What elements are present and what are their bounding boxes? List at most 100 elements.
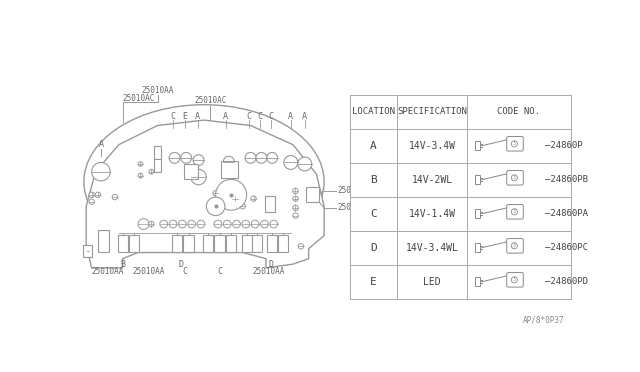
Text: A: A [302, 112, 307, 121]
Circle shape [252, 220, 259, 228]
FancyBboxPatch shape [507, 205, 524, 219]
Text: E: E [370, 277, 377, 287]
Bar [118, 235, 127, 252]
Bar [241, 235, 252, 252]
Bar [467, 163, 571, 197]
Circle shape [213, 190, 218, 196]
Circle shape [256, 153, 267, 163]
Bar [154, 146, 161, 158]
Circle shape [292, 213, 298, 218]
Bar [84, 233, 328, 279]
Bar [154, 159, 161, 172]
Text: 3: 3 [513, 243, 516, 248]
Bar [475, 243, 481, 252]
Ellipse shape [84, 105, 324, 259]
Text: LOCATION: LOCATION [352, 107, 395, 116]
Bar [397, 265, 467, 299]
Circle shape [138, 173, 143, 178]
Text: A: A [99, 140, 104, 149]
FancyBboxPatch shape [507, 170, 524, 185]
Text: 14V-1.4W: 14V-1.4W [408, 209, 456, 219]
Circle shape [89, 199, 94, 205]
Circle shape [206, 197, 225, 216]
FancyBboxPatch shape [507, 238, 524, 253]
Circle shape [112, 195, 118, 200]
Bar [349, 265, 397, 299]
Circle shape [245, 153, 256, 163]
Text: C: C [182, 267, 187, 276]
Bar [349, 197, 397, 231]
Text: D: D [370, 243, 377, 253]
Bar [278, 235, 288, 252]
Circle shape [169, 153, 180, 163]
Circle shape [298, 157, 312, 171]
Bar [129, 235, 140, 252]
Bar [265, 196, 275, 212]
Circle shape [179, 220, 186, 228]
Text: 25010AA: 25010AA [92, 267, 124, 276]
Circle shape [284, 155, 298, 169]
Bar [467, 231, 571, 265]
Circle shape [138, 162, 143, 166]
Text: 3: 3 [513, 209, 516, 214]
Circle shape [292, 188, 298, 194]
Circle shape [267, 153, 278, 163]
Bar [184, 235, 193, 252]
Text: 25010AA: 25010AA [337, 203, 370, 212]
Circle shape [223, 156, 234, 167]
FancyBboxPatch shape [507, 137, 524, 151]
Circle shape [89, 192, 94, 198]
Bar [203, 235, 213, 252]
Text: C: C [257, 112, 262, 121]
Circle shape [511, 277, 517, 283]
Bar [467, 129, 571, 163]
Circle shape [298, 244, 303, 249]
Text: –24860PB: –24860PB [545, 175, 588, 184]
Circle shape [251, 196, 256, 201]
Text: C: C [370, 209, 377, 219]
Circle shape [169, 220, 177, 228]
Bar [397, 129, 467, 163]
Text: A: A [370, 141, 377, 151]
Circle shape [148, 221, 154, 227]
Bar [252, 235, 262, 252]
Circle shape [242, 220, 250, 228]
Bar [467, 95, 571, 129]
Text: SPECIFICATION: SPECIFICATION [397, 107, 467, 116]
Text: 14V-3.4WL: 14V-3.4WL [406, 243, 458, 253]
Bar [214, 235, 225, 252]
Text: –24860PD: –24860PD [545, 277, 588, 286]
Bar [184, 164, 198, 179]
Bar [467, 197, 571, 231]
Circle shape [180, 153, 191, 163]
Circle shape [223, 220, 231, 228]
Text: B: B [120, 260, 125, 269]
Bar [349, 163, 397, 197]
Circle shape [260, 220, 268, 228]
Text: 25010AA: 25010AA [132, 267, 165, 276]
Bar [172, 235, 182, 252]
Bar [397, 197, 467, 231]
Circle shape [138, 219, 149, 230]
Bar [226, 235, 236, 252]
Circle shape [240, 203, 246, 209]
Bar [83, 245, 92, 257]
Text: -: - [84, 246, 91, 256]
Text: C: C [246, 112, 252, 121]
Bar [397, 163, 467, 197]
PathPatch shape [86, 120, 324, 268]
Bar [475, 278, 481, 286]
Bar [349, 231, 397, 265]
Text: C: C [217, 267, 222, 276]
Bar [349, 129, 397, 163]
FancyBboxPatch shape [507, 273, 524, 287]
Text: D: D [179, 260, 183, 269]
Circle shape [233, 220, 241, 228]
Circle shape [511, 141, 517, 147]
Circle shape [214, 220, 222, 228]
Circle shape [270, 220, 278, 228]
Text: LED: LED [423, 277, 441, 287]
Circle shape [197, 220, 205, 228]
Bar [467, 265, 571, 299]
Text: 3: 3 [513, 175, 516, 180]
